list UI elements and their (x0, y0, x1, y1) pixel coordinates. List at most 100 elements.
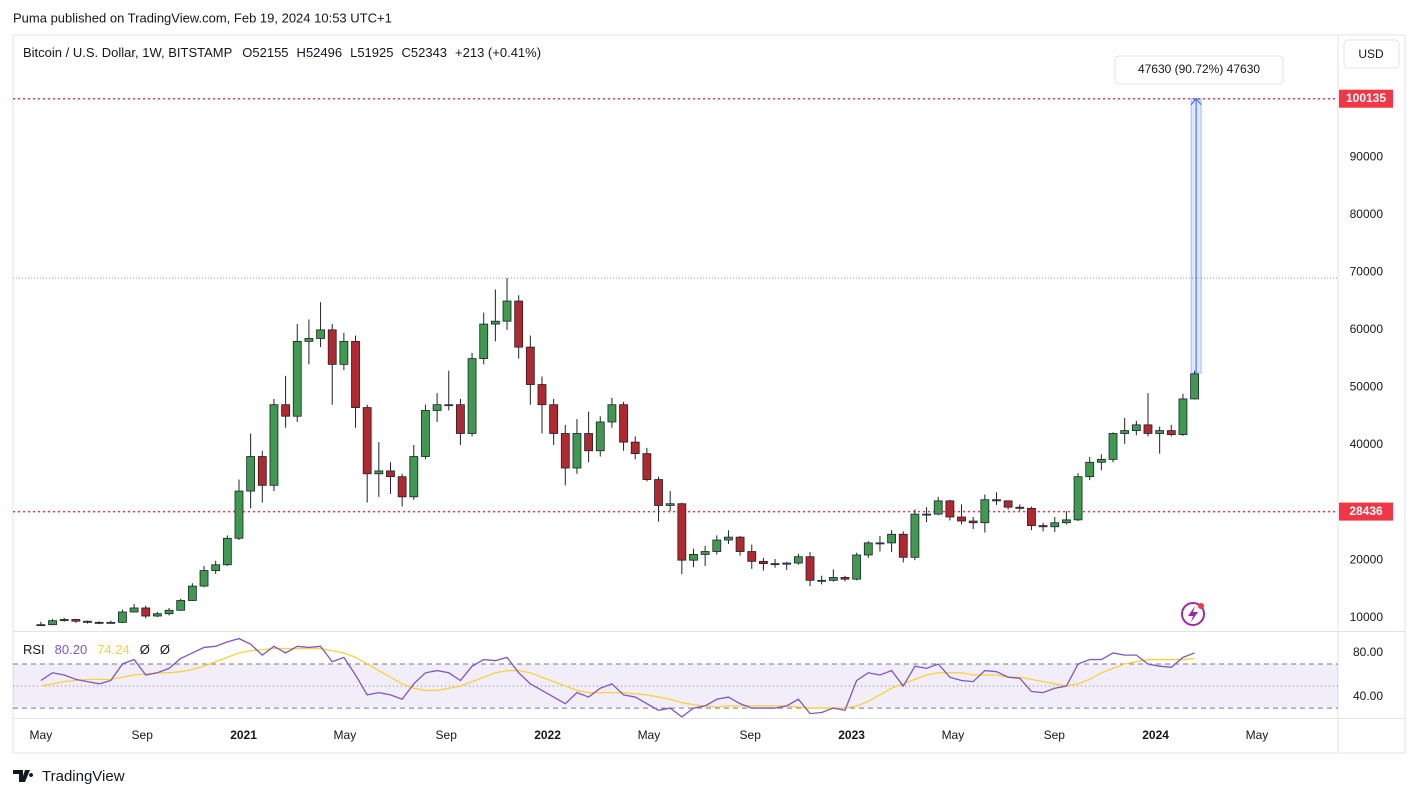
candle-body (164, 609, 174, 615)
measure-box (1114, 55, 1284, 85)
candle-body (432, 404, 442, 411)
candle-body (362, 407, 372, 475)
candle-body (1050, 522, 1060, 528)
candle-body (572, 433, 582, 469)
candle-body (257, 456, 267, 486)
candle-body (1085, 461, 1095, 478)
candle-body (828, 577, 838, 581)
brand-logo (13, 770, 34, 782)
candle-body (514, 300, 524, 348)
candle-body (759, 560, 768, 565)
y-tick-label: 90000 (1350, 149, 1384, 163)
candle-body (129, 607, 139, 613)
candle-body (1015, 506, 1025, 509)
x-tick-label: 2024 (1142, 728, 1169, 742)
candle-body (141, 607, 151, 617)
measure-arrow-head (1190, 97, 1202, 106)
candle-body (898, 533, 908, 558)
candle-body (211, 564, 221, 571)
quote-value: 52343 (411, 45, 447, 60)
rsi-tick-label: 40.00 (1353, 689, 1383, 703)
candle-body (222, 537, 232, 566)
legend: Bitcoin / U.S. Dollar, 1W, BITSTAMP O5215… (23, 45, 541, 60)
candle-body (48, 620, 57, 626)
x-tick-label: Sep (436, 728, 458, 742)
icon-dot (1198, 603, 1204, 609)
quote-label: L (350, 45, 357, 60)
candle-body (875, 542, 885, 545)
rsi-placeholder: Ø (140, 642, 150, 657)
candle-body (665, 503, 675, 506)
candle-body (339, 340, 349, 365)
publish-header: Puma published on TradingView.com, Feb 1… (13, 10, 392, 25)
y-tick-label: 70000 (1350, 264, 1384, 278)
rsi-line (40, 647, 1195, 709)
x-tick-label: 2021 (230, 728, 257, 742)
candle-body (409, 456, 419, 498)
candle-body (770, 563, 780, 566)
candle-body (595, 421, 605, 452)
candle-body (351, 340, 360, 408)
currency-button[interactable] (1343, 39, 1400, 69)
candle-body (234, 490, 244, 539)
x-tick-label: Sep (132, 728, 154, 742)
candle-body (176, 600, 186, 611)
candle-body (386, 470, 395, 478)
x-tick-label: May (942, 728, 965, 742)
price-badge-label: 100135 (1346, 91, 1386, 105)
rsi-placeholder: Ø (160, 642, 170, 657)
candle-body (421, 410, 430, 457)
candle-body (83, 620, 92, 623)
candle-body (1155, 430, 1165, 434)
rsi-tick-label: 80.00 (1353, 645, 1383, 659)
candle-body (852, 554, 862, 580)
candle-body (281, 404, 291, 417)
candle-body (689, 554, 698, 561)
candle-body (945, 500, 955, 518)
candle-body (957, 516, 966, 522)
x-tick-label: May (1246, 728, 1269, 742)
candle-body (327, 329, 337, 365)
candle-body (863, 542, 873, 556)
quote-label: C (401, 45, 410, 60)
candle-body (502, 300, 512, 322)
chart-frame (12, 34, 1406, 754)
y-tick-label: 60000 (1350, 322, 1384, 336)
change: +213 (+0.41%) (455, 45, 541, 60)
candle-body (619, 404, 628, 443)
candle-body (887, 533, 897, 544)
candle-body (700, 551, 710, 555)
y-tick-label: 50000 (1350, 380, 1384, 394)
candle-body (549, 404, 559, 434)
candle-body (456, 404, 465, 434)
candle-body (71, 619, 81, 622)
candle-body (187, 585, 197, 601)
candle-body (269, 404, 279, 486)
candle-body (980, 499, 990, 524)
candle-body (36, 624, 46, 627)
price-badge (1339, 502, 1393, 521)
candle-body (630, 441, 640, 455)
candle-body (992, 499, 1001, 502)
candle-body (94, 621, 104, 624)
candle-body (1120, 430, 1130, 434)
candle-body (490, 320, 500, 325)
replay-icon[interactable] (1181, 602, 1205, 626)
candle-body (153, 613, 162, 617)
x-tick-label: 2023 (838, 728, 865, 742)
candle-body (1166, 430, 1176, 436)
x-tick-label: May (638, 728, 661, 742)
candle-body (933, 500, 943, 515)
candle-body (467, 358, 477, 434)
candle-body (118, 611, 127, 623)
candle-body (1143, 424, 1153, 434)
icon-ring (1181, 602, 1205, 626)
x-tick-label: Sep (740, 728, 762, 742)
icon-bolt (1188, 606, 1198, 622)
candle-body (840, 577, 850, 580)
candle-body (525, 346, 535, 385)
candle-body (782, 562, 792, 565)
rsi-value: 74.24 (97, 642, 130, 657)
candle-body (479, 323, 489, 360)
candle-body (724, 536, 733, 541)
